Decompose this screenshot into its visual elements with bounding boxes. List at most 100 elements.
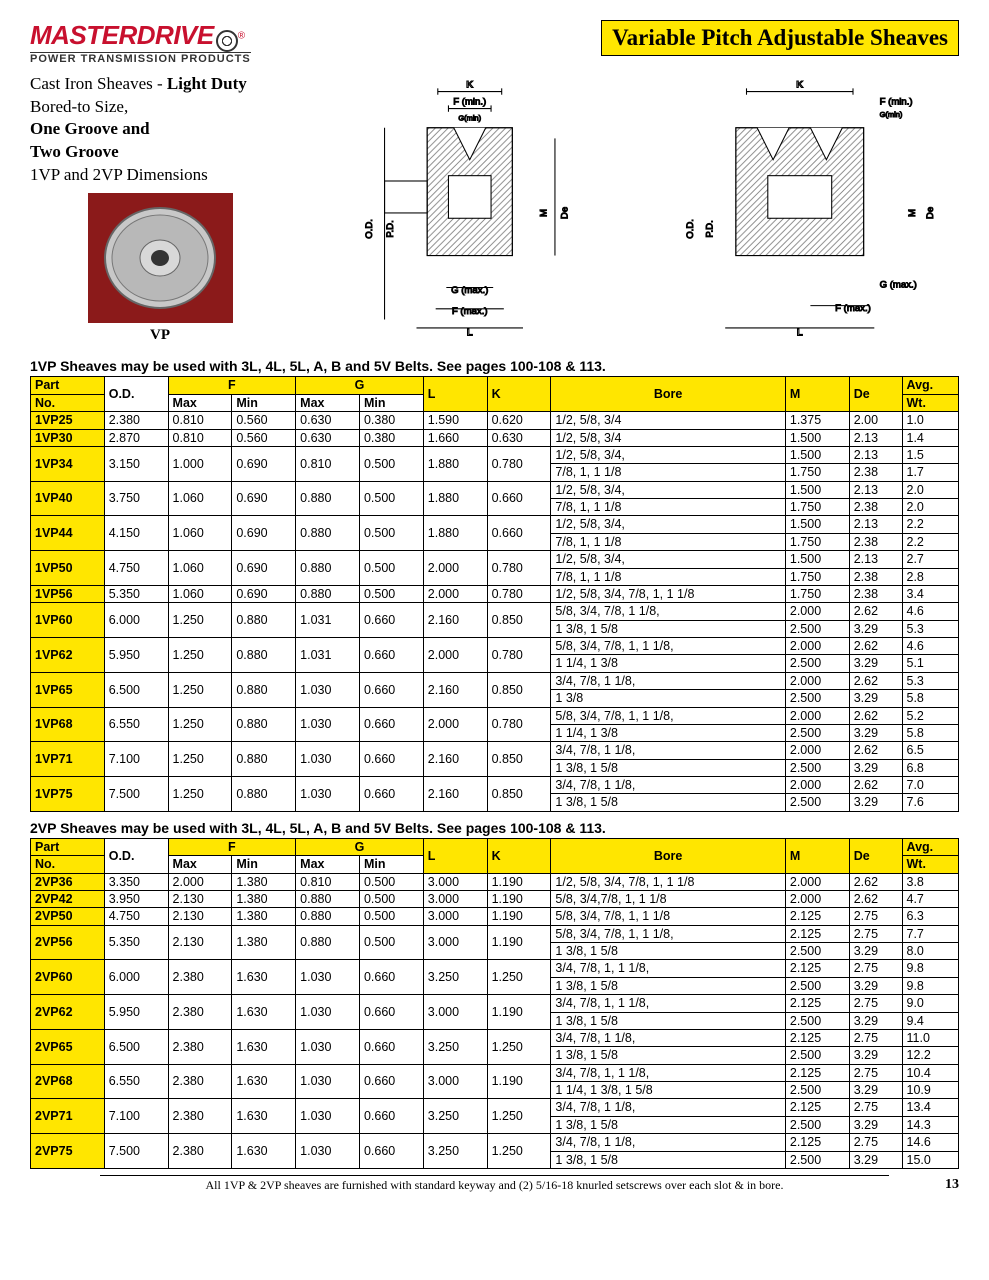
cell-gmin: 0.660	[359, 672, 423, 707]
cell-de: 2.13	[849, 446, 902, 463]
cell-de: 3.29	[849, 759, 902, 776]
cell-de: 3.29	[849, 1012, 902, 1029]
cell-bore: 5/8, 3/4, 7/8, 1 1/8,	[551, 603, 785, 620]
cell-de: 2.38	[849, 585, 902, 602]
table-row: 2VP606.0002.3801.6301.0300.6603.2501.250…	[31, 960, 959, 977]
cell-de: 2.13	[849, 429, 902, 446]
th-part: Part	[31, 377, 105, 394]
th-fmin: Min	[232, 856, 296, 873]
cell-bore: 3/4, 7/8, 1, 1 1/8,	[551, 995, 785, 1012]
cell-fmax: 2.380	[168, 1064, 232, 1099]
cell-wt: 2.8	[902, 568, 959, 585]
table-row: 1VP403.7501.0600.6900.8800.5001.8800.660…	[31, 481, 959, 498]
cell-l: 2.160	[423, 672, 487, 707]
cell-wt: 9.8	[902, 977, 959, 994]
svg-text:K: K	[466, 79, 473, 90]
cell-k: 1.190	[487, 1064, 551, 1099]
cell-fmin: 1.630	[232, 995, 296, 1030]
cell-partno: 1VP62	[31, 638, 105, 673]
cell-od: 5.350	[104, 585, 168, 602]
cell-m: 1.750	[785, 464, 849, 481]
cell-l: 1.660	[423, 429, 487, 446]
table-1vp: Part O.D. F G L K Bore M De Avg. No. Max…	[30, 376, 959, 811]
cell-bore: 1 3/8, 1 5/8	[551, 1116, 785, 1133]
cell-m: 2.125	[785, 1134, 849, 1151]
cell-m: 2.000	[785, 672, 849, 689]
cell-wt: 1.5	[902, 446, 959, 463]
cell-gmin: 0.660	[359, 1099, 423, 1134]
cell-gmax: 0.880	[296, 908, 360, 925]
table-row: 1VP343.1501.0000.6900.8100.5001.8800.780…	[31, 446, 959, 463]
cell-de: 2.62	[849, 603, 902, 620]
cell-fmin: 0.880	[232, 672, 296, 707]
cell-k: 0.780	[487, 707, 551, 742]
cell-de: 2.62	[849, 742, 902, 759]
cell-k: 1.190	[487, 890, 551, 907]
cell-m: 2.500	[785, 1151, 849, 1168]
cell-gmax: 0.810	[296, 873, 360, 890]
cell-wt: 1.7	[902, 464, 959, 481]
cell-de: 3.29	[849, 794, 902, 811]
cell-l: 3.250	[423, 960, 487, 995]
svg-text:L: L	[467, 327, 473, 338]
cell-wt: 11.0	[902, 1029, 959, 1046]
cell-partno: 2VP75	[31, 1134, 105, 1169]
table-row: 1VP504.7501.0600.6900.8800.5002.0000.780…	[31, 551, 959, 568]
cell-m: 1.500	[785, 551, 849, 568]
cell-gmax: 0.880	[296, 551, 360, 586]
cell-bore: 7/8, 1, 1 1/8	[551, 464, 785, 481]
cell-de: 2.75	[849, 1134, 902, 1151]
cell-m: 2.500	[785, 977, 849, 994]
cell-partno: 1VP65	[31, 672, 105, 707]
cell-fmax: 1.250	[168, 672, 232, 707]
svg-text:G(min): G(min)	[458, 113, 481, 122]
th-gmin: Min	[359, 394, 423, 411]
cell-l: 3.000	[423, 890, 487, 907]
cell-bore: 1/2, 5/8, 3/4,	[551, 551, 785, 568]
cell-gmin: 0.660	[359, 1029, 423, 1064]
cell-wt: 4.6	[902, 603, 959, 620]
cell-gmax: 1.031	[296, 603, 360, 638]
th-f: F	[168, 838, 296, 855]
cell-od: 3.750	[104, 481, 168, 516]
cell-l: 2.000	[423, 707, 487, 742]
cell-partno: 2VP62	[31, 995, 105, 1030]
cell-gmin: 0.500	[359, 908, 423, 925]
cell-m: 2.500	[785, 724, 849, 741]
th-wt2: Wt.	[902, 856, 959, 873]
cell-bore: 3/4, 7/8, 1 1/8,	[551, 1099, 785, 1116]
cell-l: 2.000	[423, 585, 487, 602]
cell-fmax: 1.060	[168, 516, 232, 551]
brand-logo: MASTERDRIVE® POWER TRANSMISSION PRODUCTS	[30, 20, 251, 65]
cell-gmax: 1.030	[296, 672, 360, 707]
cell-gmin: 0.660	[359, 1064, 423, 1099]
brand-tagline: POWER TRANSMISSION PRODUCTS	[30, 52, 251, 65]
cell-gmax: 1.030	[296, 742, 360, 777]
table-row: 2VP504.7502.1301.3800.8800.5003.0001.190…	[31, 908, 959, 925]
cell-k: 0.630	[487, 429, 551, 446]
cell-de: 2.62	[849, 873, 902, 890]
th-m: M	[785, 377, 849, 412]
cell-wt: 8.0	[902, 943, 959, 960]
cell-de: 2.75	[849, 995, 902, 1012]
cell-de: 2.00	[849, 412, 902, 429]
cell-l: 2.160	[423, 742, 487, 777]
cell-fmax: 1.000	[168, 446, 232, 481]
cell-bore: 1 3/8, 1 5/8	[551, 620, 785, 637]
cell-l: 2.160	[423, 603, 487, 638]
cell-wt: 3.4	[902, 585, 959, 602]
cell-de: 2.75	[849, 1064, 902, 1081]
table-2vp: Part O.D. F G L K Bore M De Avg. No. Max…	[30, 838, 959, 1169]
cell-m: 2.125	[785, 908, 849, 925]
cell-m: 2.500	[785, 1116, 849, 1133]
table-row: 2VP363.3502.0001.3800.8100.5003.0001.190…	[31, 873, 959, 890]
cell-od: 6.000	[104, 960, 168, 995]
table-row: 1VP686.5501.2500.8801.0300.6602.0000.780…	[31, 707, 959, 724]
cell-bore: 1 1/4, 1 3/8	[551, 724, 785, 741]
cell-fmax: 1.060	[168, 551, 232, 586]
cell-bore: 3/4, 7/8, 1 1/8,	[551, 1134, 785, 1151]
cell-wt: 14.6	[902, 1134, 959, 1151]
cell-l: 1.880	[423, 446, 487, 481]
table-1vp-body: 1VP252.3800.8100.5600.6300.3801.5900.620…	[31, 412, 959, 812]
cell-de: 3.29	[849, 1047, 902, 1064]
